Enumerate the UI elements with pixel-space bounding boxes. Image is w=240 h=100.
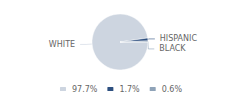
svg-text:BLACK: BLACK xyxy=(159,44,186,53)
svg-text:WHITE: WHITE xyxy=(49,40,75,49)
svg-text:1.7%: 1.7% xyxy=(119,85,140,94)
svg-text:0.6%: 0.6% xyxy=(162,85,183,94)
svg-text:HISPANIC: HISPANIC xyxy=(160,34,198,43)
svg-text:97.7%: 97.7% xyxy=(72,85,98,94)
